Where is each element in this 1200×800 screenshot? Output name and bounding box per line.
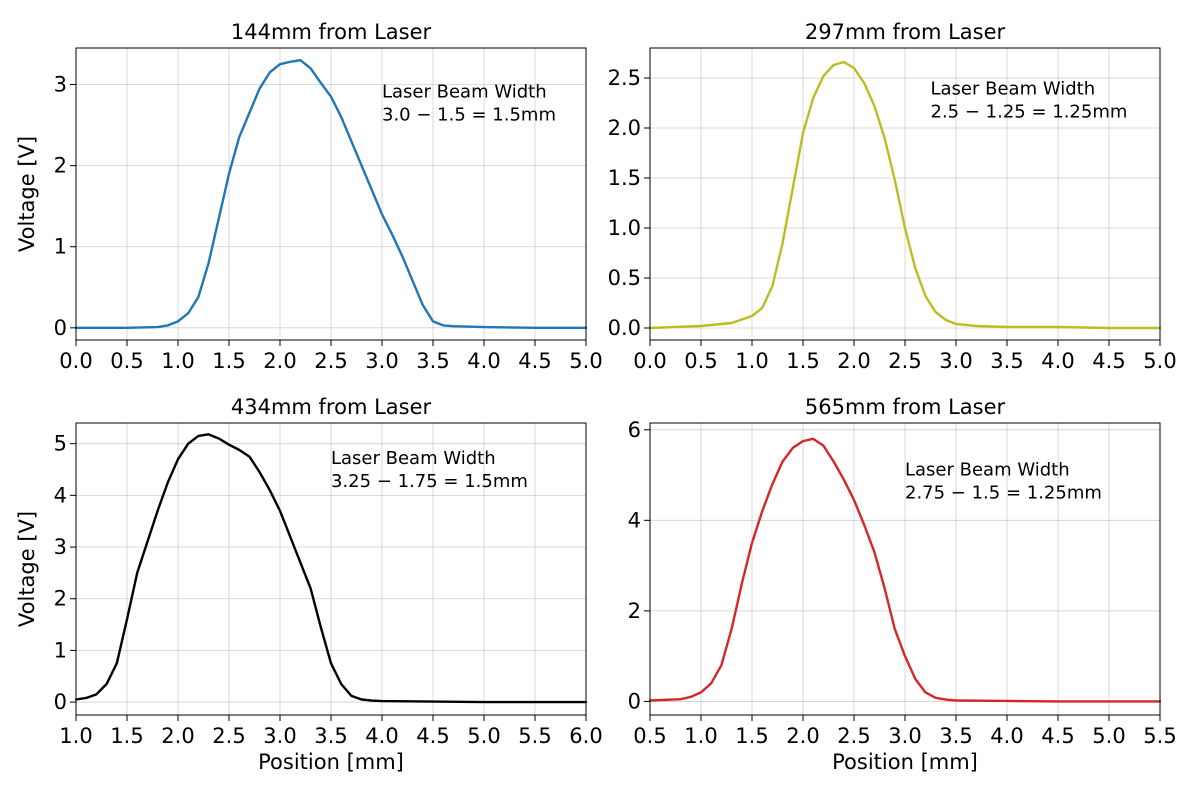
x-tick-label: 3.0 [888,724,921,748]
x-tick-label: 1.5 [212,349,245,373]
x-tick-label: 2.5 [888,349,921,373]
x-tick-label: 4.0 [1041,349,1074,373]
x-tick-label: 1.0 [735,349,768,373]
y-tick-label: 2 [628,599,641,623]
annotation-heading: Laser Beam Width [905,460,1070,481]
annotation-heading: Laser Beam Width [382,82,547,103]
x-tick-label: 3.5 [314,724,347,748]
voltage-series-line [74,433,588,704]
x-tick-label: 1.0 [161,349,194,373]
x-tick-label: 3.0 [365,349,398,373]
x-tick-label: 1.5 [735,724,768,748]
beam-width-annotation: Laser Beam Width 2.75 − 1.5 = 1.25mm [905,460,1102,504]
beam-width-annotation: Laser Beam Width 2.5 − 1.25 = 1.25mm [931,79,1128,123]
x-tick-label: 4.0 [990,724,1023,748]
y-tick-label: 5 [54,432,67,456]
x-tick-label: 2.0 [161,724,194,748]
voltage-series-line [648,437,1162,703]
x-tick-label: 4.5 [518,349,551,373]
annotation-heading: Laser Beam Width [931,79,1096,100]
x-tick-label: 4.0 [365,724,398,748]
x-tick-label: 0.0 [633,349,666,373]
x-tick-label: 5.0 [569,349,602,373]
y-tick-label: 4 [54,483,67,507]
grid [75,423,587,715]
x-tick-label: 2.5 [837,724,870,748]
annotation-formula: 3.0 − 1.5 = 1.5mm [382,105,556,126]
annotation-heading: Laser Beam Width [331,448,496,469]
x-tick-label: 3.5 [416,349,449,373]
x-tick-label: 4.5 [1041,724,1074,748]
chart-panel-2: 0.0 0.5 1.0 1.5 2.0 2.5 3.0 3.5 4.0 4.5 5.0 0.0 0.5 1… [608,20,1177,373]
annotation-formula: 3.25 − 1.75 = 1.5mm [331,471,528,492]
y-tick-label: 4 [628,508,641,532]
annotation-formula: 2.5 − 1.25 = 1.25mm [931,102,1128,123]
x-axis-label: Position [mm] [832,750,978,774]
y-tick-label: 0 [54,690,67,714]
voltage-series-line [74,58,588,330]
x-tick-label: 0.5 [684,349,717,373]
x-tick-label: 2.0 [837,349,870,373]
x-tick-label: 1.0 [684,724,717,748]
x-tick-label: 5.0 [1092,724,1125,748]
y-tick-label: 3 [54,73,67,97]
y-tick-label: 1 [54,235,67,259]
y-tick-label: 0 [54,316,67,340]
chart-title: 297mm from Laser [805,20,1006,44]
x-tick-label: 1.5 [110,724,143,748]
x-tick-label: 5.5 [518,724,551,748]
beam-width-annotation: Laser Beam Width 3.0 − 1.5 = 1.5mm [382,82,556,126]
x-tick-label: 2.5 [314,349,347,373]
y-tick-label: 0.0 [608,316,641,340]
chart-panel-1: 0.0 0.5 1.0 1.5 2.0 2.5 3.0 3.5 4.0 4.5 5.0 0 1 2 3 144… [15,20,603,373]
chart-title: 434mm from Laser [231,395,432,419]
y-tick-label: 1.5 [608,166,641,190]
y-tick-label: 0.5 [608,266,641,290]
y-tick-label: 2.0 [608,116,641,140]
beam-width-annotation: Laser Beam Width 3.25 − 1.75 = 1.5mm [331,448,528,492]
x-tick-label: 2.0 [786,724,819,748]
x-tick-label: 4.0 [467,349,500,373]
x-tick-label: 1.5 [786,349,819,373]
x-tick-label: 3.5 [939,724,972,748]
voltage-series-line [648,60,1162,330]
x-tick-label: 5.0 [1143,349,1176,373]
y-tick-label: 3 [54,535,67,559]
x-tick-label: 0.0 [59,349,92,373]
y-tick-label: 1 [54,638,67,662]
x-tick-label: 3.5 [990,349,1023,373]
x-tick-label: 5.0 [467,724,500,748]
x-tick-label: 4.5 [1092,349,1125,373]
x-tick-label: 1.0 [59,724,92,748]
x-axis-label: Position [mm] [258,750,404,774]
x-tick-label: 3.0 [939,349,972,373]
chart-title: 144mm from Laser [231,20,432,44]
x-tick-label: 2.5 [212,724,245,748]
x-tick-label: 0.5 [633,724,666,748]
y-tick-label: 1.0 [608,216,641,240]
y-tick-label: 2 [54,587,67,611]
x-tick-label: 6.0 [569,724,602,748]
chart-panel-4: 0.5 1.0 1.5 2.0 2.5 3.0 3.5 4.0 4.5 5.0 5.5 0 2 4 6 565… [628,395,1177,774]
chart-panel-3: 1.0 1.5 2.0 2.5 3.0 3.5 4.0 4.5 5.0 5.5 6.0 0 1 2 3 4 5 4… [15,395,603,774]
x-tick-label: 5.5 [1143,724,1176,748]
x-tick-label: 2.0 [263,349,296,373]
y-tick-label: 6 [628,418,641,442]
y-tick-label: 2.5 [608,66,641,90]
y-tick-label: 0 [628,689,641,713]
chart-title: 565mm from Laser [805,395,1006,419]
x-tick-label: 0.5 [110,349,143,373]
x-tick-label: 3.0 [263,724,296,748]
y-axis-label: Voltage [V] [15,511,39,627]
y-axis-label: Voltage [V] [15,136,39,252]
annotation-formula: 2.75 − 1.5 = 1.25mm [905,483,1102,504]
y-tick-label: 2 [54,154,67,178]
x-tick-label: 4.5 [416,724,449,748]
